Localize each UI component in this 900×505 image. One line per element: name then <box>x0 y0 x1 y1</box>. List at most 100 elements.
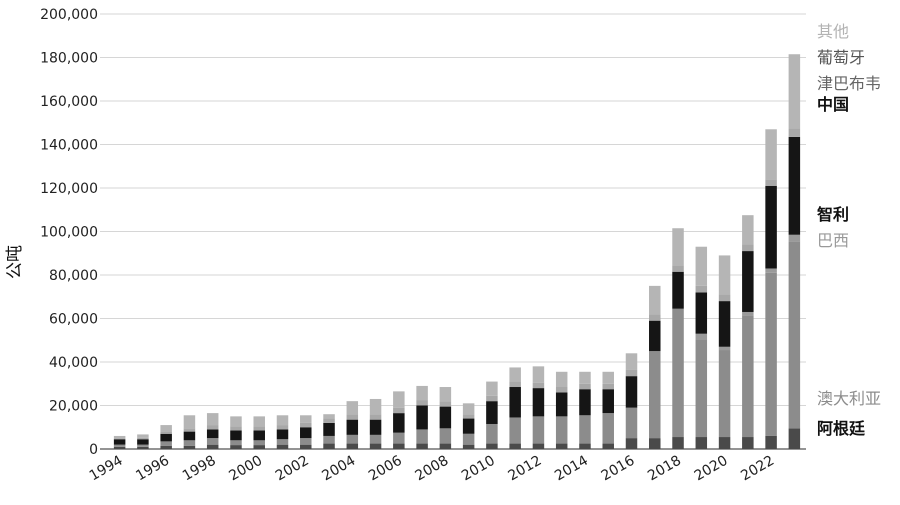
bar-segment <box>416 385 428 401</box>
x-tick-label: 2010 <box>459 453 498 485</box>
bar-segment <box>532 388 545 417</box>
bar-segment <box>137 439 149 445</box>
bar-segment <box>625 353 638 370</box>
legend-label: 中国 <box>817 95 849 114</box>
bar-segment <box>532 443 545 449</box>
bar-segment <box>602 413 614 444</box>
bar-segment <box>765 129 777 180</box>
bar-segment <box>346 443 359 449</box>
bar-segment <box>625 376 638 408</box>
bar-segment <box>486 423 498 444</box>
bar-segment <box>393 407 405 414</box>
bar-segment <box>625 407 638 439</box>
bar-segment <box>742 311 754 316</box>
bar-segment <box>509 367 521 382</box>
bar-segment <box>206 429 219 439</box>
bar-segment <box>160 445 172 449</box>
bar-segment <box>276 415 289 426</box>
x-tick-label: 2016 <box>599 453 638 485</box>
bar-segment <box>555 416 568 444</box>
bar-segment <box>369 414 382 420</box>
bar-segment <box>183 440 196 446</box>
bar-segment <box>300 444 312 449</box>
bar-segment <box>416 443 428 449</box>
bar-segment <box>160 425 172 432</box>
x-tick-label: 2004 <box>319 453 358 485</box>
x-tick-label: 2020 <box>692 453 731 485</box>
x-tick-label: 2006 <box>366 453 405 485</box>
bar-segment <box>323 435 335 444</box>
bar-segment <box>625 369 638 377</box>
bar-segment <box>718 437 731 449</box>
bar-segment <box>230 416 242 427</box>
bar-segment <box>369 443 382 449</box>
bar-segment <box>788 128 801 137</box>
y-tick-label: 40,000 <box>49 355 98 371</box>
bar-segment <box>649 320 661 352</box>
bar-segment <box>183 445 196 449</box>
y-tick-label: 200,000 <box>40 7 98 23</box>
bar-segment <box>765 185 777 269</box>
bar-segment <box>439 401 452 407</box>
y-tick-label: 160,000 <box>40 94 98 110</box>
x-tick-label: 2022 <box>738 453 777 485</box>
y-tick-label: 80,000 <box>49 268 98 284</box>
bar-segment <box>718 346 731 351</box>
bar-segment <box>230 426 242 431</box>
bar-segment <box>393 413 405 433</box>
bar-segment <box>439 443 452 449</box>
legend-label: 智利 <box>817 205 849 224</box>
bar-segment <box>276 444 289 449</box>
bar-segment <box>416 405 428 430</box>
bar-segment <box>253 430 265 441</box>
bar-segment <box>742 244 754 252</box>
bar-segment <box>788 428 801 449</box>
bar-segment <box>509 443 521 449</box>
bar-segment <box>602 383 614 390</box>
bar-segment <box>462 403 475 415</box>
bar-segment <box>393 432 405 444</box>
bar-segment <box>555 443 568 449</box>
bar-segment <box>509 387 521 418</box>
bar-segment <box>300 415 312 423</box>
bar-segment <box>579 415 591 444</box>
bar-segment <box>346 414 359 420</box>
bar-segment <box>346 434 359 444</box>
y-tick-label: 20,000 <box>49 399 98 415</box>
bar-segment <box>672 265 684 272</box>
bar-segment <box>230 430 242 441</box>
bar-segment <box>788 54 801 129</box>
bar-segment <box>276 429 289 440</box>
bar-segment <box>532 416 545 444</box>
x-tick-label: 2012 <box>506 453 545 485</box>
bar-segment <box>695 285 708 293</box>
x-tick-label: 2014 <box>552 453 591 485</box>
bar-segment <box>462 418 475 434</box>
bar-segment <box>602 389 614 414</box>
bar-segment <box>300 438 312 445</box>
bar-segment <box>649 285 661 315</box>
bar-segment <box>300 427 312 439</box>
bar-segment <box>602 371 614 384</box>
bar-segment <box>253 440 265 446</box>
bar-segment <box>509 417 521 444</box>
bar-segment <box>742 437 754 449</box>
bar-segment <box>579 383 591 390</box>
bar-segment <box>765 435 777 449</box>
bar-segment <box>416 400 428 406</box>
y-tick-label: 100,000 <box>40 225 98 241</box>
bar-segment <box>602 443 614 449</box>
bar-segment <box>300 422 312 428</box>
bar-segment <box>393 443 405 449</box>
bar-segment <box>672 228 684 266</box>
bar-segment <box>555 387 568 393</box>
bar-segment <box>393 391 405 408</box>
bar-segment <box>369 434 382 444</box>
bar-segment <box>113 444 126 447</box>
bar-segment <box>113 439 126 445</box>
bar-segment <box>369 398 382 415</box>
bar-segment <box>137 437 149 440</box>
y-tick-label: 60,000 <box>49 312 98 328</box>
